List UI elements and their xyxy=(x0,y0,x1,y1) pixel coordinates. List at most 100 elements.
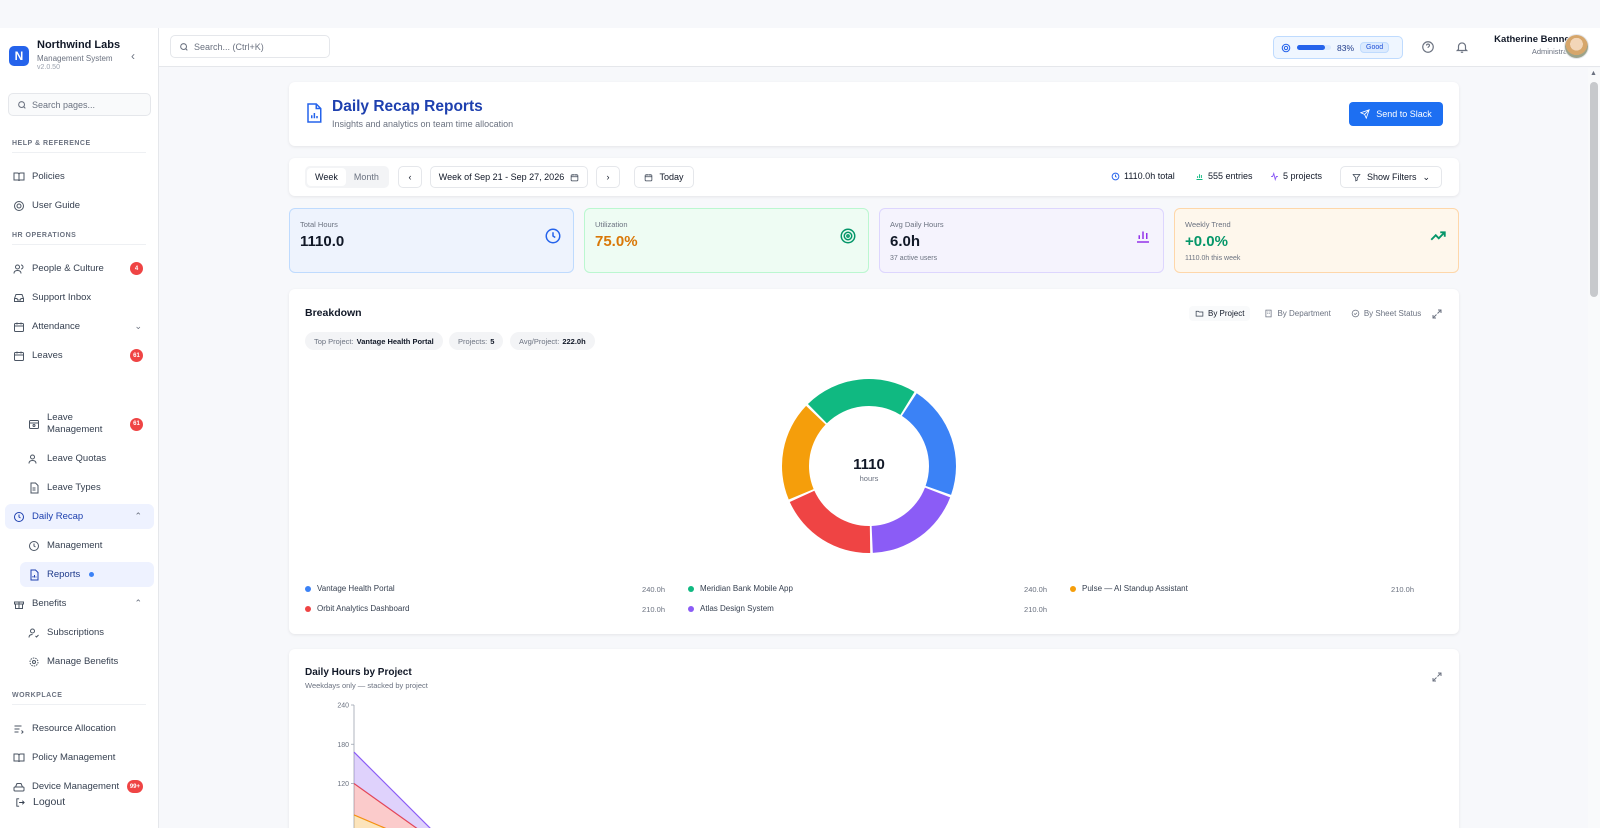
gift-icon xyxy=(13,598,25,610)
sidebar-item-attendance[interactable]: Attendance ⌄ xyxy=(5,314,154,339)
tab-week[interactable]: Week xyxy=(307,168,346,186)
scroll-up-arrow[interactable]: ▲ xyxy=(1590,70,1597,77)
check-circle-icon xyxy=(1351,309,1360,318)
sidebar-item-benefits[interactable]: Benefits ⌃ xyxy=(5,591,154,616)
help-circle-icon[interactable] xyxy=(1421,40,1435,54)
prev-week-button[interactable]: ‹ xyxy=(398,166,422,188)
clock-icon xyxy=(545,228,561,244)
active-dot xyxy=(89,572,95,577)
donut-slice[interactable] xyxy=(807,379,915,424)
trending-up-icon xyxy=(1430,231,1446,241)
sidebar-item-user-guide[interactable]: User Guide xyxy=(5,193,154,218)
sidebar-item-label: Benefits xyxy=(32,598,67,609)
tab-month[interactable]: Month xyxy=(353,172,379,182)
page-scrollbar[interactable]: ▲ xyxy=(1588,68,1600,828)
donut-slice[interactable] xyxy=(901,393,956,495)
health-percent: 83% xyxy=(1337,42,1355,53)
kpi-label: Total Hours xyxy=(300,220,338,229)
logout-button[interactable]: Logout xyxy=(15,796,65,808)
sidebar-item-label: Resource Allocation xyxy=(32,723,116,734)
brand: N Northwind Labs Management System v2.0.… xyxy=(9,39,149,73)
sidebar-item-label: Leave Management xyxy=(47,412,102,436)
projects-pill: Projects: 5 xyxy=(449,332,504,350)
leave-mgmt-badge: 61 xyxy=(130,417,143,431)
legend-dot xyxy=(305,585,311,592)
legend-item[interactable]: Pulse — AI Standup Assistant xyxy=(1070,584,1188,593)
sidebar-item-people[interactable]: People & Culture 4 xyxy=(5,256,154,281)
sidebar-item-support[interactable]: Support Inbox xyxy=(5,285,154,310)
legend-label: Meridian Bank Mobile App xyxy=(700,584,793,593)
calendar-icon xyxy=(645,173,653,181)
legend-item[interactable]: Atlas Design System xyxy=(688,604,774,613)
bell-icon[interactable] xyxy=(1455,40,1469,54)
top-project-pill: Top Project: Vantage Health Portal xyxy=(305,332,443,350)
hard-drive-icon xyxy=(13,781,25,793)
area-series-line xyxy=(353,814,387,828)
y-tick-label: 180 xyxy=(337,742,349,749)
device-badge: 99+ xyxy=(126,780,143,793)
sidebar-item-leave-types[interactable]: Leave Types xyxy=(20,475,154,500)
clock-icon xyxy=(13,511,25,523)
tab-by-project[interactable]: By Project xyxy=(1189,306,1251,321)
today-button[interactable]: Today xyxy=(634,166,694,188)
bar-chart-icon xyxy=(1137,231,1149,243)
global-search-placeholder: Search... (Ctrl+K) xyxy=(194,41,264,52)
user-check-icon xyxy=(28,627,40,639)
area-series-line xyxy=(353,783,418,828)
sidebar-item-leave-management[interactable]: Leave Management 61 xyxy=(20,408,154,440)
legend-value: 240.0h xyxy=(642,585,665,594)
sidebar-item-label: Manage Benefits xyxy=(47,656,119,667)
donut-slice[interactable] xyxy=(789,490,871,553)
tab-by-sheet-status[interactable]: By Sheet Status xyxy=(1345,306,1427,321)
sidebar-item-leaves[interactable]: Leaves 61 xyxy=(5,343,154,368)
sidebar-item-reports[interactable]: Reports xyxy=(20,562,154,587)
next-week-button[interactable]: › xyxy=(596,166,620,188)
legend-item[interactable]: Orbit Analytics Dashboard xyxy=(305,604,410,613)
system-health-indicator[interactable]: 83% Good xyxy=(1273,36,1403,59)
scroll-thumb[interactable] xyxy=(1590,82,1598,297)
pill-value: Vantage Health Portal xyxy=(356,336,434,346)
expand-icon[interactable] xyxy=(1431,308,1443,320)
sidebar-item-management[interactable]: Management xyxy=(20,533,154,558)
sidebar-item-leave-quotas[interactable]: Leave Quotas xyxy=(20,446,154,471)
book-icon xyxy=(13,752,25,764)
week-range-label: Week of Sep 21 - Sep 27, 2026 xyxy=(438,172,565,182)
tab-by-department[interactable]: By Department xyxy=(1258,306,1336,321)
collapse-sidebar-icon[interactable]: ‹ xyxy=(131,49,135,63)
clock-icon xyxy=(1111,172,1120,180)
expand-icon[interactable] xyxy=(1431,671,1443,683)
donut-slice[interactable] xyxy=(782,405,826,500)
sidebar-item-policies[interactable]: Policies xyxy=(5,164,154,189)
legend-item[interactable]: Meridian Bank Mobile App xyxy=(688,584,793,593)
people-badge: 4 xyxy=(130,262,143,275)
sidebar-item-label: People & Culture xyxy=(32,263,104,274)
chevron-up-icon: ⌃ xyxy=(134,598,142,608)
show-filters-button[interactable]: Show Filters ⌄ xyxy=(1340,166,1442,188)
week-picker[interactable]: Week of Sep 21 - Sep 27, 2026 xyxy=(430,166,588,188)
send-to-slack-button[interactable]: Send to Slack xyxy=(1349,102,1443,126)
pill-value: 5 xyxy=(490,336,495,346)
donut-slice[interactable] xyxy=(871,487,951,553)
sidebar-item-device-management[interactable]: Device Management 99+ xyxy=(5,774,154,799)
sidebar-item-daily-recap[interactable]: Daily Recap ⌃ xyxy=(5,504,154,529)
legend-item[interactable]: Vantage Health Portal xyxy=(305,584,395,593)
legend-dot xyxy=(688,605,694,612)
page-title: Daily Recap Reports xyxy=(332,98,483,115)
brand-subtitle: Management System xyxy=(37,54,113,63)
users-icon xyxy=(13,263,25,275)
sidebar-item-label: Subscriptions xyxy=(47,627,105,638)
section-help: HELP & REFERENCE xyxy=(12,140,146,153)
clock-icon xyxy=(28,540,40,552)
sidebar-item-resource-allocation[interactable]: Resource Allocation xyxy=(5,716,154,741)
sidebar-item-manage-benefits[interactable]: Manage Benefits xyxy=(20,649,154,674)
global-search-input[interactable]: Search... (Ctrl+K) xyxy=(170,35,330,58)
kpi-sub: 1110.0h this week xyxy=(1185,255,1241,262)
projects-text: 5 projects xyxy=(1283,171,1323,181)
sidebar-item-subscriptions[interactable]: Subscriptions xyxy=(20,620,154,645)
avatar[interactable] xyxy=(1564,34,1589,59)
sidebar-item-policy-management[interactable]: Policy Management xyxy=(5,745,154,770)
calendar-icon xyxy=(13,350,25,362)
pill-label: Avg/Project: xyxy=(519,336,560,346)
sidebar-item-label: Leave Quotas xyxy=(47,453,107,464)
sidebar-search-input[interactable]: Search pages... xyxy=(8,93,151,116)
